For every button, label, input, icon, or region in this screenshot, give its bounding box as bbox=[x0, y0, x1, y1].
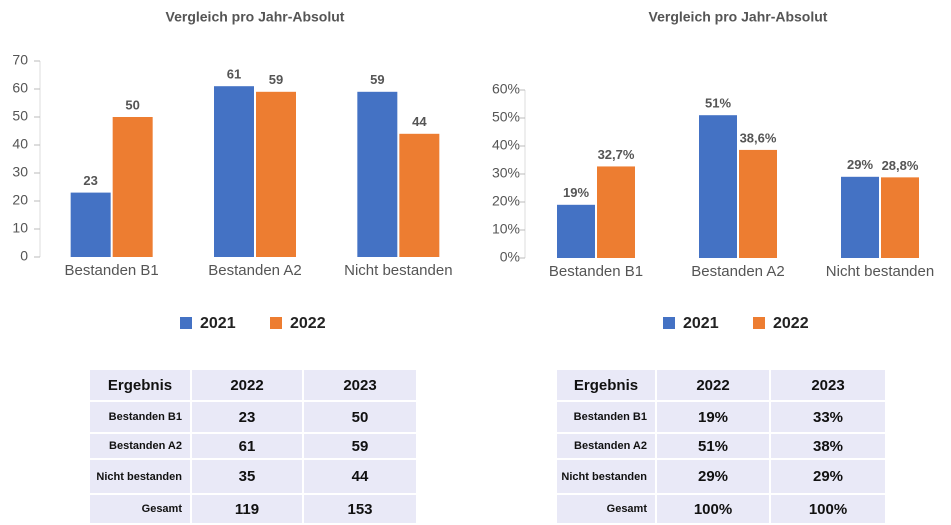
row-label: Bestanden B1 bbox=[88, 400, 192, 434]
chart-title: Vergleich pro Jahr-Absolut bbox=[166, 9, 345, 25]
number-cell: 29% bbox=[769, 458, 887, 495]
value-label: 51% bbox=[705, 96, 731, 111]
header-cell: 2023 bbox=[302, 368, 418, 402]
bar bbox=[70, 192, 111, 257]
value-label: 50 bbox=[125, 97, 139, 112]
row-label: Bestanden A2 bbox=[555, 432, 657, 460]
x-tick-label: Bestanden A2 bbox=[208, 262, 301, 279]
number-cell: 119 bbox=[190, 493, 304, 525]
y-tick-label: 70 bbox=[12, 52, 28, 68]
legend-swatch bbox=[270, 317, 282, 329]
value-label: 29% bbox=[847, 157, 873, 172]
legend-label: 2022 bbox=[773, 315, 809, 332]
number-cell: 38% bbox=[769, 432, 887, 460]
chart-title: Vergleich pro Jahr-Absolut bbox=[649, 9, 828, 25]
bar bbox=[256, 91, 296, 257]
header-cell: Ergebnis bbox=[555, 368, 657, 402]
header-cell: 2023 bbox=[769, 368, 887, 402]
value-label: 32,7% bbox=[598, 147, 635, 162]
number-cell: 100% bbox=[769, 493, 887, 525]
legend-label: 2021 bbox=[200, 315, 236, 332]
number-cell: 19% bbox=[655, 400, 771, 434]
bar bbox=[739, 149, 777, 258]
bar bbox=[699, 115, 737, 258]
bar bbox=[597, 166, 635, 258]
row-label: Bestanden A2 bbox=[88, 432, 192, 460]
y-tick-label: 40% bbox=[492, 137, 520, 153]
y-tick-label: 20 bbox=[12, 192, 28, 208]
x-tick-label: Bestanden A2 bbox=[691, 263, 784, 280]
y-tick-label: 50 bbox=[12, 108, 28, 124]
value-label: 19% bbox=[563, 185, 589, 200]
number-cell: 50 bbox=[302, 400, 418, 434]
bar bbox=[399, 133, 440, 257]
number-cell: 23 bbox=[190, 400, 304, 434]
y-tick-label: 30% bbox=[492, 165, 520, 181]
legend-label: 2021 bbox=[683, 315, 719, 332]
result-table: Ergebnis 2022 2023 Bestanden B1 23 50 Bestande… bbox=[88, 368, 418, 525]
x-tick-label: Nicht bestanden bbox=[826, 263, 934, 280]
y-tick-label: 10% bbox=[492, 221, 520, 237]
number-cell: 33% bbox=[769, 400, 887, 434]
y-tick-label: 30 bbox=[12, 164, 28, 180]
number-cell: 61 bbox=[190, 432, 304, 460]
y-tick-label: 40 bbox=[12, 136, 28, 152]
bar bbox=[841, 176, 879, 258]
y-tick-label: 20% bbox=[492, 193, 520, 209]
number-cell: 29% bbox=[655, 458, 771, 495]
legend-swatch bbox=[753, 317, 765, 329]
number-cell: 44 bbox=[302, 458, 418, 495]
value-label: 28,8% bbox=[882, 158, 919, 173]
number-cell: 35 bbox=[190, 458, 304, 495]
row-label: Bestanden B1 bbox=[555, 400, 657, 434]
bar bbox=[214, 86, 254, 257]
value-label: 23 bbox=[83, 173, 97, 188]
value-label: 38,6% bbox=[740, 130, 777, 145]
y-tick-label: 50% bbox=[492, 109, 520, 125]
row-label: Gesamt bbox=[88, 493, 192, 525]
bar bbox=[112, 117, 153, 257]
number-cell: 153 bbox=[302, 493, 418, 525]
header-cell: 2022 bbox=[190, 368, 304, 402]
number-cell: 59 bbox=[302, 432, 418, 460]
legend-swatch bbox=[180, 317, 192, 329]
x-tick-label: Nicht bestanden bbox=[344, 262, 452, 279]
bar bbox=[357, 91, 398, 257]
bar bbox=[881, 177, 919, 258]
legend-swatch bbox=[663, 317, 675, 329]
y-tick-label: 0% bbox=[500, 249, 520, 265]
y-tick-label: 60 bbox=[12, 80, 28, 96]
value-label: 59 bbox=[370, 72, 384, 87]
value-label: 61 bbox=[227, 67, 241, 82]
number-cell: 51% bbox=[655, 432, 771, 460]
header-cell: 2022 bbox=[655, 368, 771, 402]
y-tick-label: 0 bbox=[20, 248, 28, 264]
x-tick-label: Bestanden B1 bbox=[549, 263, 643, 280]
bar bbox=[557, 204, 595, 258]
y-tick-label: 60% bbox=[492, 81, 520, 97]
x-tick-label: Bestanden B1 bbox=[65, 262, 159, 279]
row-label: Nicht bestanden bbox=[88, 458, 192, 495]
header-cell: Ergebnis bbox=[88, 368, 192, 402]
number-cell: 100% bbox=[655, 493, 771, 525]
row-label: Nicht bestanden bbox=[555, 458, 657, 495]
y-tick-label: 10 bbox=[12, 220, 28, 236]
row-label: Gesamt bbox=[555, 493, 657, 525]
result-table: Ergebnis 2022 2023 Bestanden B1 19% 33% Bestan… bbox=[555, 368, 887, 525]
legend-label: 2022 bbox=[290, 315, 326, 332]
value-label: 44 bbox=[412, 114, 427, 129]
value-label: 59 bbox=[269, 72, 283, 87]
